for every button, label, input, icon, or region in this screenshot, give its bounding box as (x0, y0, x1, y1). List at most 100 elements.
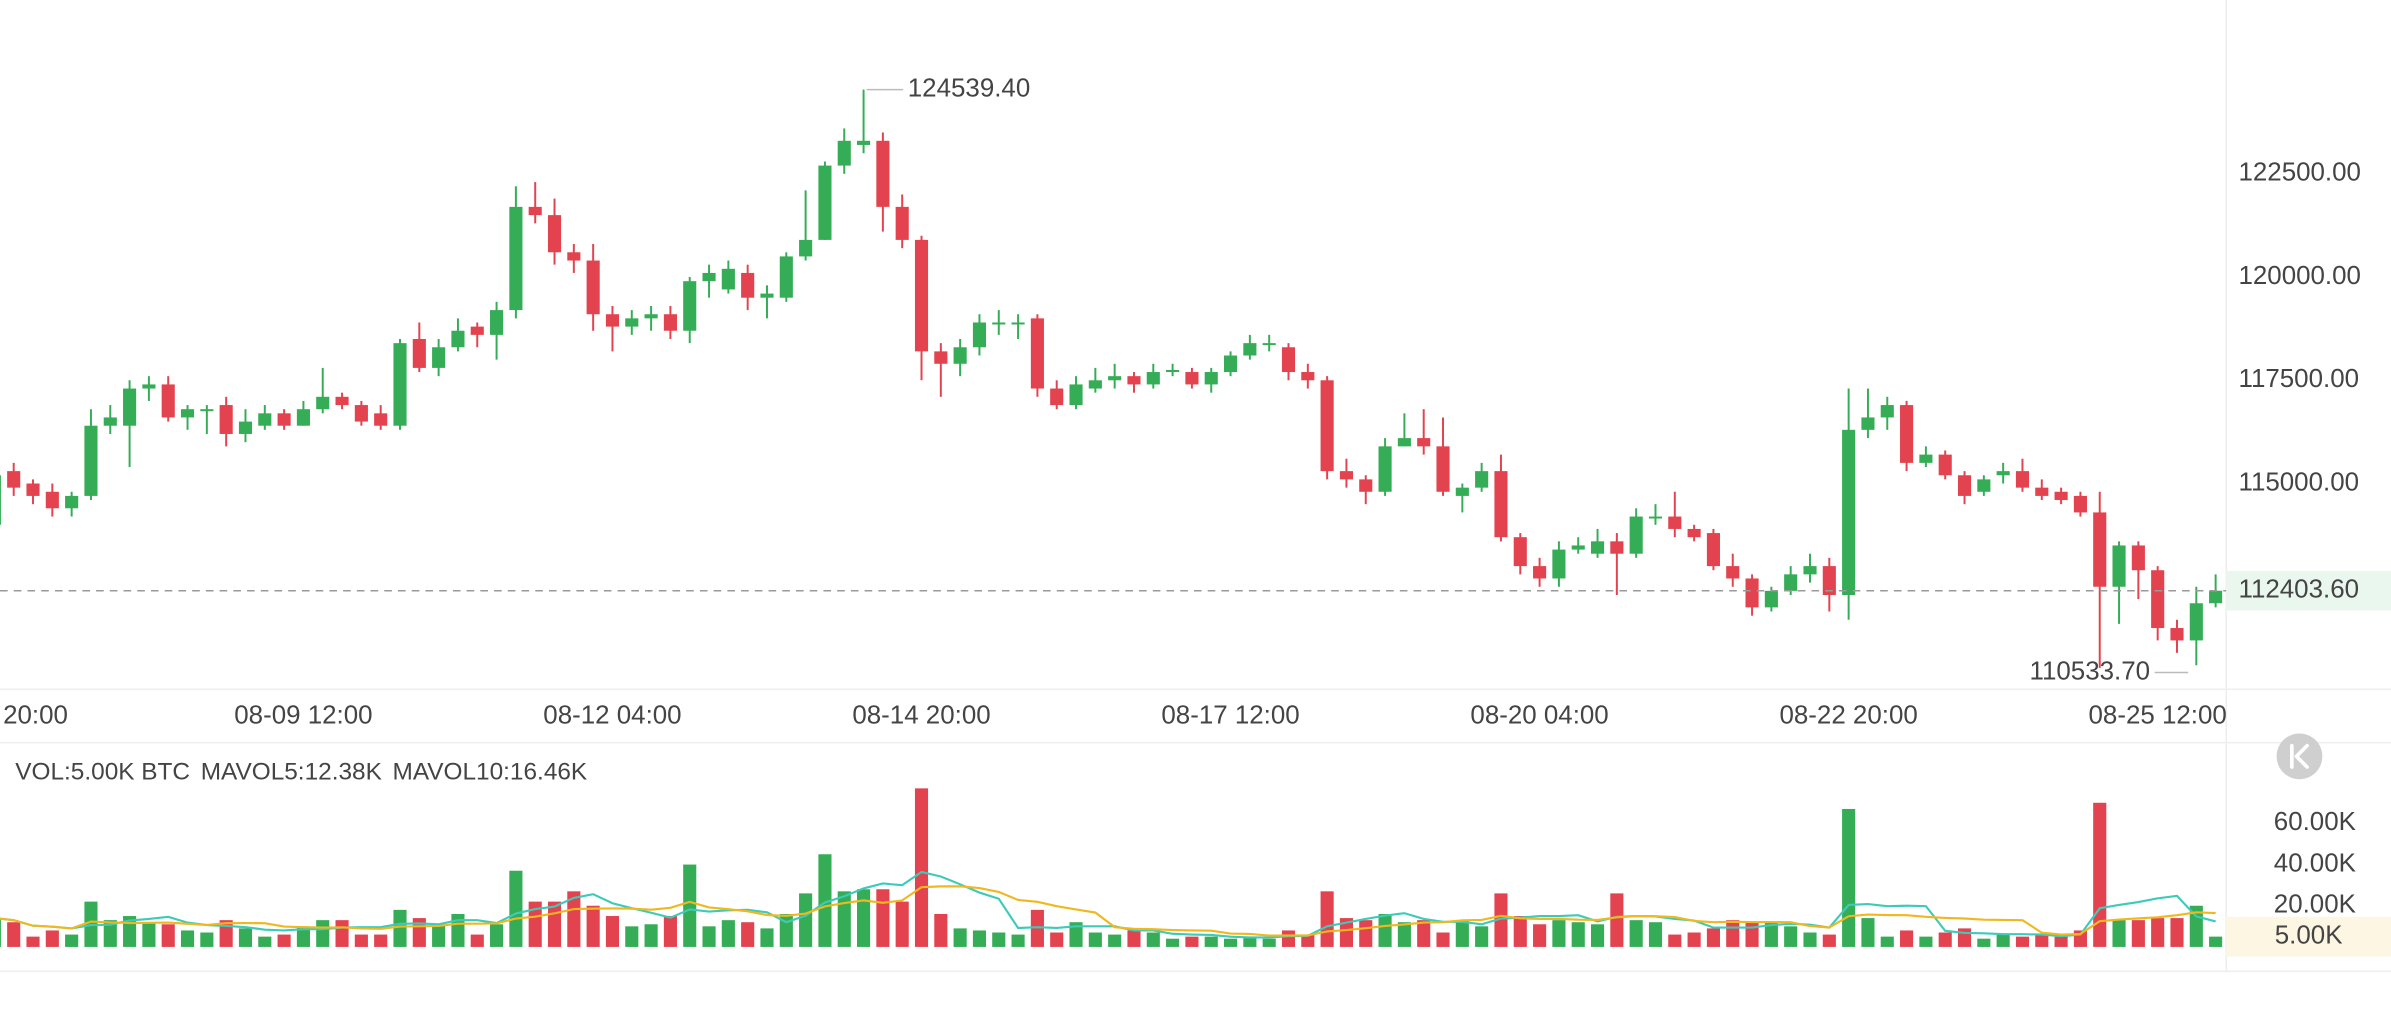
volume-bar (586, 905, 600, 947)
candle-body (972, 322, 987, 348)
candle-body (2035, 487, 2049, 496)
volume-bar (1706, 928, 1720, 947)
volume-bar (509, 870, 523, 947)
candle-body (934, 351, 948, 364)
candle-body (142, 384, 156, 389)
candle-body (1533, 566, 1547, 579)
candle-body (258, 413, 272, 426)
candle-body (1803, 566, 1817, 575)
volume-bar (567, 891, 581, 947)
candle-body (663, 314, 677, 331)
volume-bar (1030, 909, 1044, 947)
volume-bar (1320, 891, 1334, 947)
candle-body (200, 409, 214, 412)
volume-bar (1610, 893, 1624, 947)
volume-bar (2131, 920, 2145, 947)
candle-body (876, 140, 890, 207)
candle-body (412, 338, 426, 368)
volume-bar (2170, 918, 2184, 947)
candle-body (1088, 380, 1102, 389)
volume-bar (2189, 905, 2203, 947)
volume-bar (1842, 808, 1856, 947)
candle-body (914, 239, 929, 352)
volume-bar (1900, 930, 1914, 947)
candle-body (644, 314, 658, 319)
volume-bar (7, 922, 21, 947)
volume-bar (1861, 918, 1875, 947)
k-icon[interactable] (2276, 733, 2323, 780)
volume-bar (1938, 932, 1952, 947)
candle-body (1050, 388, 1064, 406)
candle-body (1455, 487, 1469, 496)
volume-bar (258, 936, 272, 947)
candle-body (2112, 545, 2126, 587)
volume-bar (2112, 920, 2126, 947)
volume-bar (837, 891, 851, 947)
volume-bar (1996, 934, 2010, 947)
volume-bar (741, 922, 755, 947)
icon-glyph (2290, 743, 2309, 769)
candle-body (1223, 355, 1238, 373)
volume-bar (1166, 938, 1180, 947)
volume-bar (2035, 934, 2049, 947)
ma-line (0, 885, 2216, 937)
volume-bar (451, 913, 465, 947)
volume-bar (374, 934, 388, 947)
candle-body (335, 396, 349, 406)
candle-body (1069, 384, 1083, 406)
ma-line (0, 870, 2216, 939)
volume-bar (1764, 922, 1778, 947)
x-tick-label: 08-09 12:00 (234, 702, 372, 730)
volume-bar (0, 918, 1, 947)
volume-bar (1262, 938, 1276, 947)
candle-body (123, 388, 137, 426)
candle-body (1590, 541, 1605, 554)
y-tick-label: 115000.00 (2238, 468, 2359, 496)
volume-bar (799, 893, 813, 947)
candle-body (1243, 343, 1257, 356)
candle-body (1957, 475, 1972, 496)
candle-body (7, 471, 21, 488)
candle-body (1648, 516, 1663, 519)
volume-bar (1204, 936, 1218, 947)
volume-bar (1475, 926, 1489, 947)
volume-bar (914, 788, 929, 947)
volume-bar (1803, 932, 1817, 947)
last-price-box (2226, 570, 2391, 611)
volume-bar (1088, 932, 1102, 947)
candle-body (1996, 471, 2010, 476)
volume-bar (1127, 930, 1141, 947)
candle-body (895, 206, 909, 240)
x-tick-label: 20:00 (3, 702, 68, 730)
volume-bar (1552, 920, 1566, 947)
candle-body (180, 409, 195, 418)
candle-body (1204, 372, 1218, 385)
candle-body (528, 206, 542, 216)
volume-bar (1687, 932, 1701, 947)
candle-body (1745, 578, 1759, 608)
candle-body (1977, 479, 1991, 492)
volume-bar (470, 934, 484, 947)
volume-bar (1011, 934, 1025, 947)
candle-body (84, 425, 98, 496)
volume-bar (1513, 916, 1527, 947)
candle-body (2054, 491, 2068, 501)
candle-body (1378, 446, 1392, 492)
volume-legend-entry: MAVOL10:16.46K (393, 759, 588, 786)
candle-body (238, 421, 253, 434)
volume-bar (354, 934, 368, 947)
x-tick-label: 08-22 20:00 (1779, 702, 1917, 730)
candle-body (2189, 603, 2203, 641)
x-tick-label: 08-14 20:00 (852, 702, 990, 730)
candle-body (1108, 376, 1122, 381)
volume-bar (1726, 920, 1740, 947)
volume-bar (953, 928, 967, 947)
volume-bar (200, 932, 214, 947)
candle-body (683, 281, 697, 331)
candle-body (2170, 628, 2184, 641)
y-tick-label: 122500.00 (2238, 159, 2360, 187)
volume-legend-entry: MAVOL5:12.38K (201, 759, 382, 786)
volume-bar (857, 889, 871, 947)
